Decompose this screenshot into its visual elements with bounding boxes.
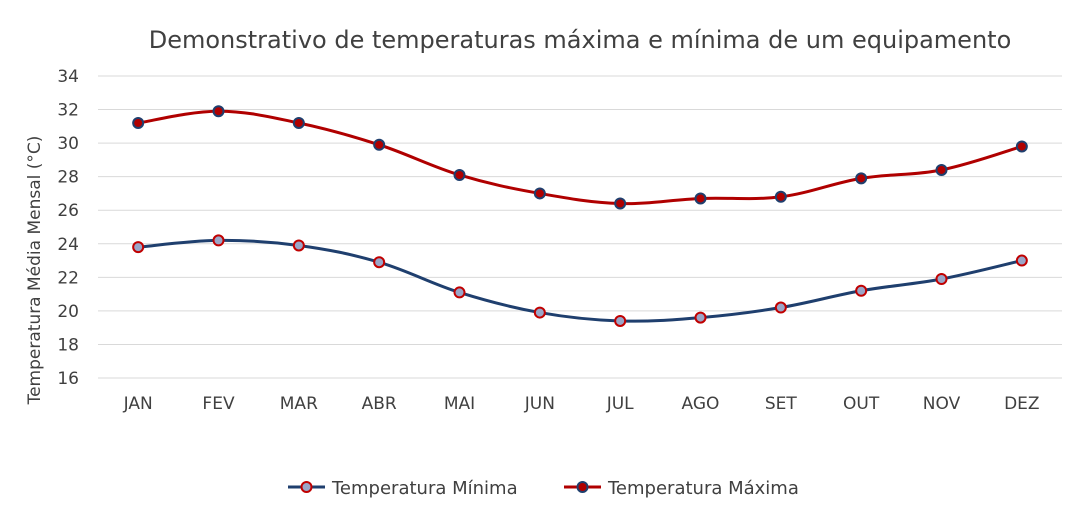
x-tick-label: MAR xyxy=(280,394,318,414)
data-point xyxy=(694,192,707,205)
data-point xyxy=(855,172,868,185)
y-tick-label: 24 xyxy=(57,235,79,255)
x-tick-label: MAI xyxy=(444,394,475,414)
x-tick-label: NOV xyxy=(923,394,961,414)
data-point xyxy=(614,314,627,327)
legend: Temperatura Mínima Temperatura Máxima xyxy=(288,478,799,499)
legend-label: Temperatura Máxima xyxy=(607,478,799,499)
x-tick-labels: JAN FEV MAR ABR MAI JUN JUL AGO SET OUT NOV DEZ xyxy=(123,394,1040,414)
x-tick-label: AGO xyxy=(682,394,720,414)
data-points xyxy=(132,105,1028,327)
series-line-0 xyxy=(138,238,1023,323)
x-tick-label: OUT xyxy=(843,394,880,414)
data-point xyxy=(1015,254,1028,267)
series-line-1 xyxy=(137,109,1023,206)
data-point xyxy=(292,239,305,252)
y-tick-label: 30 xyxy=(57,134,79,154)
x-tick-label: JUN xyxy=(524,394,555,414)
y-tick-label: 20 xyxy=(57,302,79,322)
chart-title: Demonstrativo de temperaturas máxima e m… xyxy=(148,26,1012,54)
x-tick-label: ABR xyxy=(362,394,397,414)
data-point xyxy=(132,241,145,254)
y-tick-label: 18 xyxy=(57,335,79,355)
legend-marker xyxy=(300,481,313,493)
data-point xyxy=(935,163,948,176)
data-point xyxy=(533,187,546,200)
y-tick-label: 32 xyxy=(57,101,79,121)
x-tick-label: JUL xyxy=(606,394,634,414)
data-point xyxy=(694,311,707,324)
y-tick-label: 16 xyxy=(57,369,79,389)
data-point xyxy=(855,284,868,297)
data-point xyxy=(1015,140,1028,153)
data-point xyxy=(453,286,466,299)
data-point xyxy=(373,138,386,151)
data-point xyxy=(373,256,386,269)
legend-marker xyxy=(576,481,589,493)
y-tick-label: 22 xyxy=(57,268,79,288)
data-point xyxy=(614,197,627,210)
x-tick-label: FEV xyxy=(202,394,235,414)
legend-label: Temperatura Mínima xyxy=(331,478,518,499)
data-point xyxy=(212,105,225,118)
data-point xyxy=(292,116,305,129)
y-tick-label: 28 xyxy=(57,168,79,188)
y-tick-label: 34 xyxy=(57,67,79,87)
data-point xyxy=(533,306,546,319)
data-point xyxy=(212,234,225,247)
data-point xyxy=(935,273,948,286)
y-tick-labels: 16 18 20 22 24 26 28 30 32 34 xyxy=(57,67,79,389)
x-tick-label: JAN xyxy=(123,394,153,414)
y-tick-label: 26 xyxy=(57,201,79,221)
gridlines xyxy=(98,75,1062,379)
data-point xyxy=(132,116,145,129)
x-tick-label: DEZ xyxy=(1004,394,1039,414)
x-tick-label: SET xyxy=(765,394,798,414)
data-point xyxy=(453,168,466,181)
data-point xyxy=(774,301,787,314)
data-point xyxy=(774,190,787,203)
